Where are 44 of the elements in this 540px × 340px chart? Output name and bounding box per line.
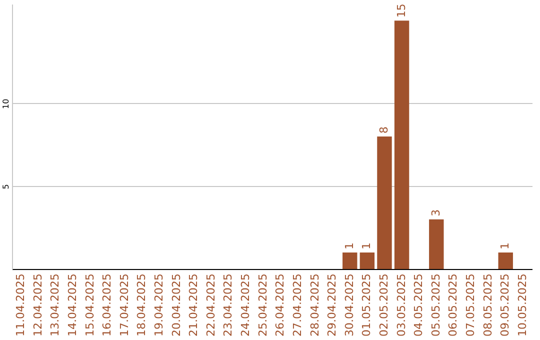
x-tick-label: 28.04.2025 [308,274,322,336]
bar [429,219,444,269]
data-label: 8 [377,126,390,134]
x-tick-label: 21.04.2025 [187,274,200,336]
x-tick-label: 24.04.2025 [239,274,252,336]
x-tick-label: 06.05.2025 [446,274,460,336]
x-tick-label: 18.04.2025 [135,274,148,336]
bar [377,136,392,269]
x-tick-label: 09.05.2025 [498,274,512,336]
x-tick-label: 26.04.2025 [274,274,287,336]
bar [394,20,410,269]
x-tick-label: 03.05.2025 [394,274,408,336]
x-tick-label: 04.05.2025 [412,274,426,336]
x-tick-label: 17.04.2025 [118,274,131,336]
data-label: 15 [394,4,408,18]
x-tick-label: 01.05.2025 [360,274,374,336]
x-tick-label: 08.05.2025 [481,274,494,336]
x-tick-label: 07.05.2025 [464,274,477,336]
x-tick-label: 20.04.2025 [170,274,183,336]
x-tick-label: 16.04.2025 [100,274,114,336]
y-tick-label: 10 [2,98,10,109]
x-tick-label: 30.04.2025 [342,274,356,336]
x-tick-label: 14.04.2025 [66,274,79,336]
x-tick-label: 19.04.2025 [152,274,166,336]
y-tick-label: 5 [2,184,10,190]
x-tick-label: 25.04.2025 [256,274,270,336]
x-tick-label: 23.04.2025 [222,274,235,336]
bar [360,252,375,269]
data-label: 3 [429,209,442,216]
bar [342,252,358,269]
x-tick-label: 05.05.2025 [429,274,442,336]
bar [498,252,513,269]
x-tick-label: 29.04.2025 [326,274,339,336]
data-label: 1 [342,242,356,250]
x-tick-label: 27.04.2025 [290,274,304,336]
x-tick-label: 13.04.2025 [48,274,62,336]
x-tick-label: 22.04.2025 [204,274,218,336]
data-label: 1 [498,242,512,250]
data-label: 1 [360,242,374,250]
x-tick-label: 02.05.2025 [377,274,390,336]
x-tick-label: 10.05.2025 [516,274,529,336]
x-tick-label: 11.04.2025 [14,274,28,336]
x-tick-label: 12.04.2025 [31,274,44,336]
x-tick-label: 15.04.2025 [83,274,96,336]
